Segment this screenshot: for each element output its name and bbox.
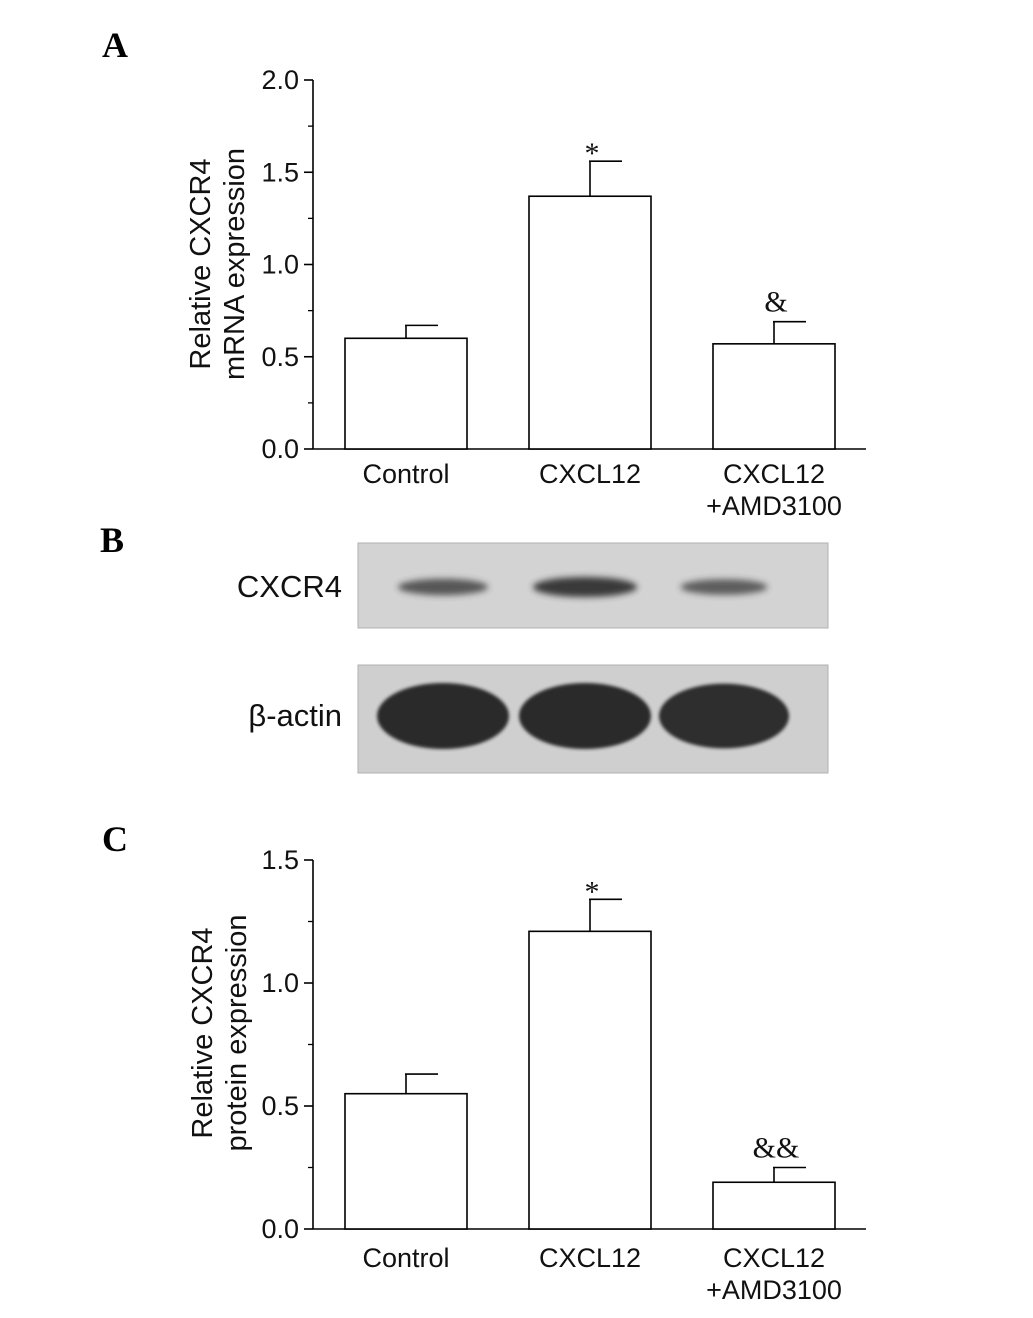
category-label: CXCL12: [539, 459, 641, 489]
bar: [528, 195, 652, 450]
y-tick-label: 1.0: [261, 968, 299, 998]
blot-row-label-actin: β-actin: [248, 698, 342, 733]
bar: [344, 337, 468, 450]
panel-label-c: C: [102, 819, 128, 859]
y-tick-label: 0.5: [261, 1091, 299, 1121]
western-blot: CXCR4 β-actin: [237, 542, 829, 774]
significance-marker: &: [764, 286, 787, 319]
bar: [712, 1181, 836, 1230]
blot-band: [519, 683, 651, 749]
y-tick-label: 1.0: [261, 250, 299, 280]
y-tick-label: 0.0: [261, 434, 299, 464]
chart-a-mrna-expression: 0.0 0.5 1.0 1.5 2.0 Relative CXCR4mRNA expres…: [185, 65, 866, 521]
y-tick-label: 2.0: [261, 65, 299, 95]
bar: [344, 1092, 468, 1230]
significance-marker: *: [585, 875, 600, 908]
panel-label-a: A: [102, 25, 128, 65]
y-tick-label: 1.5: [261, 157, 299, 187]
y-tick-label: 0.5: [261, 342, 299, 372]
y-axis-title: Relative CXCR4protein expression: [187, 915, 253, 1152]
category-label: Control: [362, 1243, 449, 1273]
category-label: CXCL12 +AMD3100: [706, 459, 842, 521]
chart-c-protein-expression: 0.0 0.5 1.0 1.5 Relative CXCR4protein expres…: [187, 845, 866, 1305]
blot-band: [658, 683, 790, 749]
panel-label-b: B: [100, 520, 124, 560]
y-axis-title: Relative CXCR4mRNA expression: [185, 148, 251, 380]
significance-marker: *: [585, 137, 600, 170]
bar: [712, 343, 836, 450]
category-label: Control: [362, 459, 449, 489]
blot-row-label-cxcr4: CXCR4: [237, 569, 342, 604]
category-label: CXCL12: [539, 1243, 641, 1273]
significance-marker: &&: [753, 1132, 800, 1165]
bar: [528, 930, 652, 1230]
y-tick-label: 0.0: [261, 1214, 299, 1244]
blot-band: [533, 577, 637, 597]
blot-band: [398, 578, 488, 596]
y-tick-label: 1.5: [261, 845, 299, 875]
blot-band: [680, 579, 768, 595]
blot-band: [377, 683, 509, 749]
category-label: CXCL12 +AMD3100: [706, 1243, 842, 1305]
